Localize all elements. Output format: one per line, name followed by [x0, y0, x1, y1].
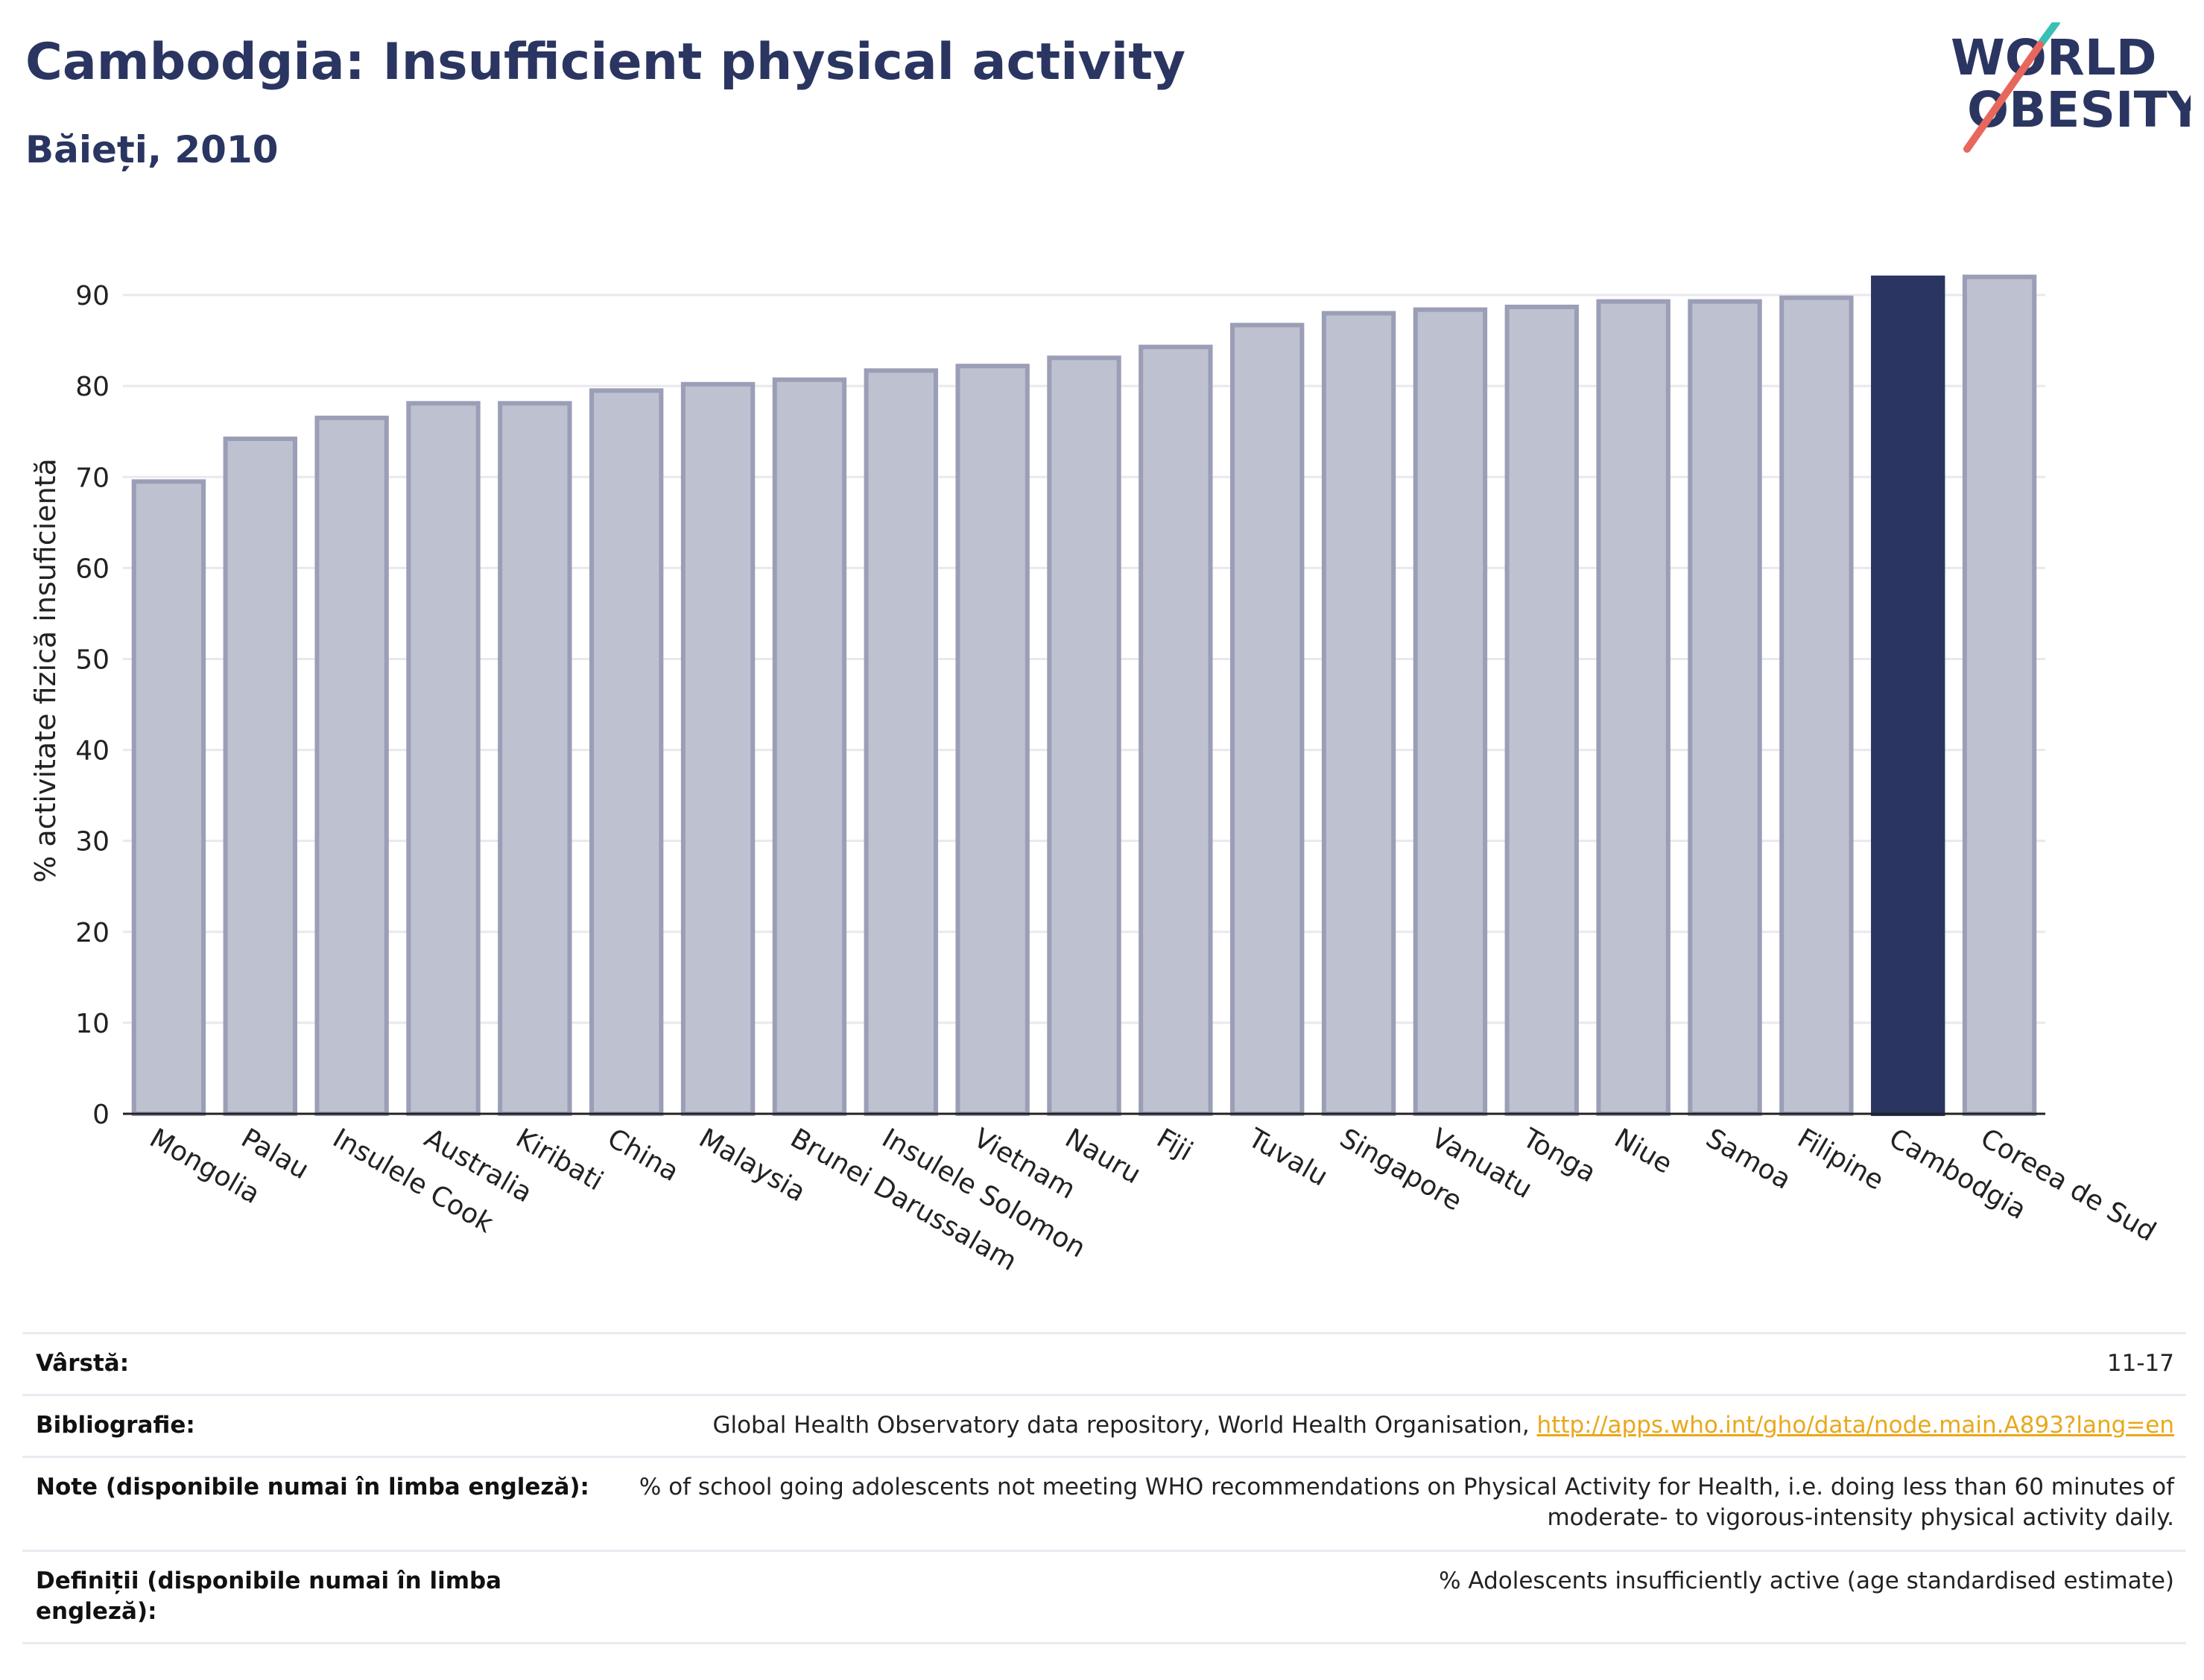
bar	[406, 401, 481, 1116]
bar	[1688, 299, 1762, 1117]
x-tick-label: Filipine	[1792, 1123, 1889, 1196]
info-table-bottom-border	[22, 1642, 2186, 1644]
info-table: Vârstă: 11-17 Bibliografie: Global Healt…	[22, 1332, 2186, 1644]
chart-title: Cambodgia: Insufficient physical activit…	[25, 33, 1186, 92]
definitions-label-line-2: engleză):	[36, 1598, 157, 1625]
bar	[1779, 295, 1854, 1116]
definitions-label-line-1: Definiții (disponibile numai în limba	[36, 1568, 502, 1594]
bibliography-label: Bibliografie:	[36, 1412, 195, 1439]
bar	[1413, 307, 1488, 1116]
info-row-definitions: Definiții (disponibile numai în limba en…	[22, 1550, 2186, 1642]
bar	[864, 368, 938, 1116]
logo-line-world: WORLD	[1951, 29, 2157, 86]
bar	[1321, 311, 1396, 1117]
y-tick-label: 60	[75, 554, 110, 584]
x-tick-label: Niue	[1609, 1123, 1677, 1179]
y-tick-label: 90	[75, 281, 110, 311]
chart-subtitle: Băieți, 2010	[25, 128, 279, 171]
x-tick-label: Insulele Cook	[328, 1123, 498, 1239]
age-label: Vârstă:	[36, 1350, 130, 1377]
bar	[498, 401, 572, 1116]
bars	[123, 274, 2045, 1117]
y-tick-label: 10	[75, 1009, 110, 1039]
x-tick-label: Tuvalu	[1242, 1123, 1332, 1193]
world-obesity-logo: WORLD OBESITY	[1951, 22, 2191, 153]
bibliography-value: Global Health Observatory data repositor…	[712, 1410, 2174, 1441]
bar-highlighted	[1871, 275, 1945, 1116]
y-tick-label: 70	[75, 463, 110, 493]
bar	[589, 388, 664, 1116]
info-row-bibliography: Bibliografie: Global Health Observatory …	[22, 1394, 2186, 1456]
x-tick-label: Samoa	[1701, 1123, 1796, 1196]
x-tick-label: China	[602, 1123, 684, 1188]
info-row-notes: Note (disponibile numai în limba engleză…	[22, 1456, 2186, 1550]
info-row-age: Vârstă: 11-17	[22, 1332, 2186, 1394]
y-tick-label: 0	[92, 1100, 110, 1130]
bar	[1962, 274, 2037, 1116]
bibliography-text: Global Health Observatory data repositor…	[712, 1412, 1537, 1439]
bar	[1504, 304, 1579, 1117]
definitions-value: % Adolescents insufficiently active (age…	[1439, 1568, 2174, 1594]
bar	[223, 436, 297, 1116]
bar	[772, 377, 847, 1116]
y-axis-ticks: 0 10 20 30 40 50 60 70 80 90	[75, 281, 110, 1130]
y-tick-label: 40	[75, 736, 110, 767]
age-value: 11-17	[2106, 1350, 2174, 1377]
notes-line-2: moderate- to vigorous-intensity physical…	[1547, 1504, 2174, 1531]
x-tick-label: Fiji	[1151, 1123, 1197, 1167]
bar	[680, 381, 756, 1117]
logo-line-obesity: OBESITY	[1967, 81, 2191, 139]
bar	[314, 415, 389, 1117]
bar	[1047, 355, 1121, 1117]
logo-slash-teal	[2036, 22, 2060, 48]
y-tick-label: 80	[75, 372, 110, 402]
bibliography-link[interactable]: http://apps.who.int/gho/data/node.main.A…	[1536, 1412, 2174, 1439]
definitions-label: Definiții (disponibile numai în limba en…	[36, 1566, 501, 1627]
y-tick-label: 50	[75, 644, 110, 675]
bar	[955, 364, 1030, 1116]
bar	[1596, 299, 1671, 1117]
bar	[1139, 344, 1213, 1117]
notes-value: % of school going adolescents not meetin…	[639, 1472, 2174, 1533]
y-tick-label: 30	[75, 827, 110, 858]
y-tick-label: 20	[75, 918, 110, 948]
notes-line-1: % of school going adolescents not meetin…	[639, 1474, 2174, 1500]
bar	[1230, 323, 1305, 1116]
y-axis-label: % activitate fizică insuficientă	[29, 458, 62, 883]
logo-slash-red	[1963, 41, 2044, 153]
notes-label: Note (disponibile numai în limba engleză…	[36, 1474, 589, 1500]
bar	[131, 479, 206, 1116]
